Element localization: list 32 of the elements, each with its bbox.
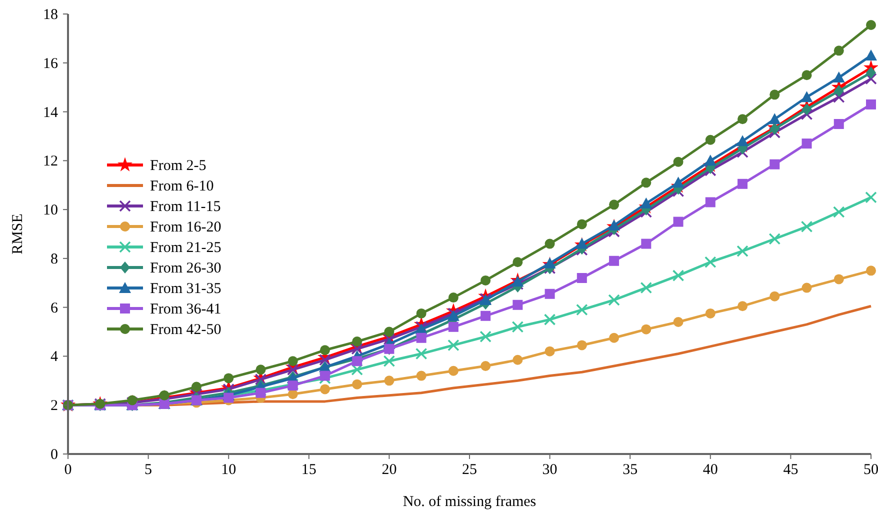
y-tick-label: 0 (50, 447, 58, 463)
y-tick-label: 14 (43, 104, 58, 121)
x-tick-label: 40 (702, 462, 718, 478)
x-tick-label: 45 (783, 462, 798, 478)
x-axis-title: No. of missing frames (402, 494, 536, 510)
y-tick-label: 6 (50, 300, 58, 316)
y-tick-label: 18 (43, 7, 58, 23)
legend-label: From 11-15 (150, 199, 221, 215)
y-tick-label: 16 (43, 56, 58, 72)
x-tick-label: 30 (542, 462, 558, 478)
legend-label: From 16-20 (150, 220, 222, 236)
x-tick-label: 25 (462, 462, 477, 478)
y-tick-label: 12 (43, 154, 58, 170)
x-tick-label: 0 (64, 462, 72, 478)
legend-label: From 36-41 (150, 302, 222, 318)
legend-label: From 31-35 (150, 281, 222, 297)
y-tick-label: 4 (50, 349, 58, 366)
y-axis-title: RMSE (10, 214, 26, 254)
x-tick-label: 50 (864, 462, 878, 478)
x-tick-label: 15 (301, 462, 316, 478)
y-tick-label: 2 (50, 398, 58, 414)
x-tick-label: 5 (144, 462, 152, 478)
x-tick-label: 20 (382, 462, 397, 478)
x-tick-label: 35 (622, 462, 638, 478)
legend-label: From 6-10 (150, 178, 214, 194)
y-tick-label: 10 (43, 202, 58, 219)
x-tick-label: 10 (221, 462, 236, 478)
legend-label: From 26-30 (150, 260, 222, 276)
legend-label: From 21-25 (150, 240, 222, 256)
legend-label: From 42-50 (150, 322, 222, 338)
legend-label: From 2-5 (150, 158, 206, 174)
y-tick-label: 8 (50, 251, 58, 268)
